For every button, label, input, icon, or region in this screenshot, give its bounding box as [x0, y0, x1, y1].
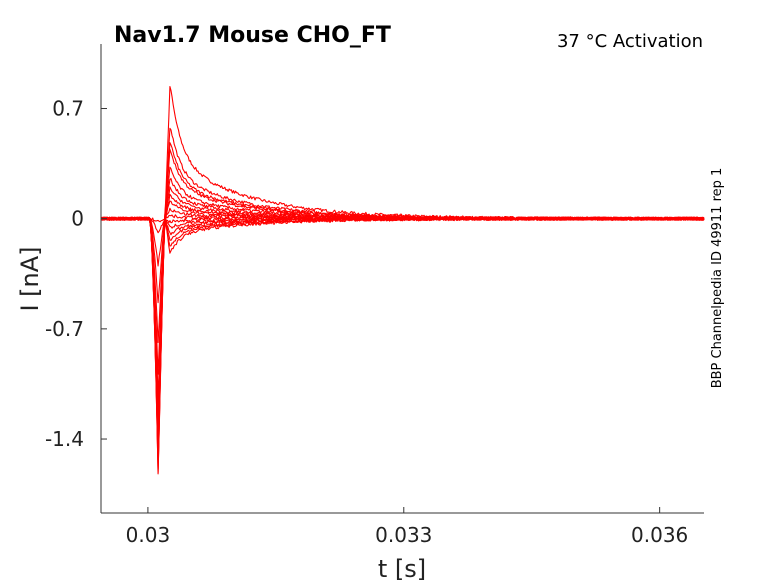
chart-title: Nav1.7 Mouse CHO_FT [114, 23, 391, 48]
x-tick-label: 0.036 [631, 523, 688, 547]
plot-area [100, 86, 705, 475]
series-line [100, 216, 705, 464]
y-axis-ticks: 0.7 0 -0.7 -1.4 [45, 97, 107, 451]
series-line [100, 86, 705, 223]
chart-subtitle: 37 °C Activation [557, 31, 703, 52]
side-label: BBP Channelpedia ID 49911 rep 1 [710, 168, 725, 389]
y-tick-label: -0.7 [45, 317, 84, 341]
series-line [101, 216, 705, 461]
y-tick-label: -1.4 [45, 427, 84, 451]
series-line [100, 216, 705, 474]
series-line [100, 214, 705, 450]
x-tick-label: 0.033 [375, 523, 432, 547]
series-line [100, 216, 705, 475]
series-line [100, 207, 705, 441]
y-axis-label: I [nA] [16, 246, 44, 311]
y-tick-label: 0 [71, 207, 84, 231]
y-tick-label: 0.7 [52, 97, 84, 121]
series-line [100, 216, 705, 455]
series-line [100, 200, 705, 428]
x-tick-label: 0.03 [126, 523, 171, 547]
series-line [100, 177, 705, 375]
series-line [100, 193, 705, 414]
series-line [100, 166, 705, 344]
series-line [100, 216, 705, 470]
series-line [100, 142, 705, 267]
x-axis-label: t [s] [378, 555, 426, 583]
x-axis-ticks: 0.03 0.033 0.036 [126, 507, 688, 547]
